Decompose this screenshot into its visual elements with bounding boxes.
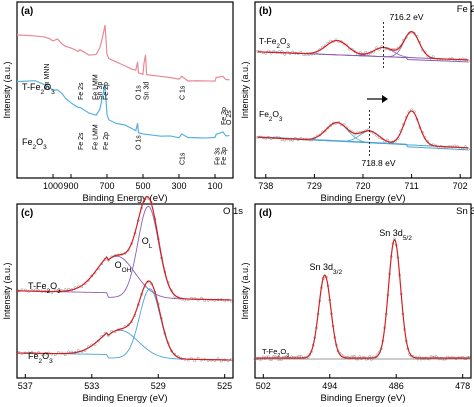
survey-annotation: Fe 3s bbox=[214, 147, 221, 165]
survey-annotation: Fe 2s bbox=[78, 132, 85, 150]
fe2p-fit bbox=[257, 110, 469, 149]
sn3d-data-point bbox=[368, 355, 371, 358]
panel-d-tick-label: 502 bbox=[256, 381, 271, 391]
survey-annotation: Fe 3p bbox=[221, 107, 228, 125]
panel-a-frame bbox=[16, 1, 234, 179]
survey-annotation: Sn 3p bbox=[97, 82, 104, 100]
fe2p-data-point bbox=[283, 138, 287, 142]
panel-d-tick-label: 494 bbox=[322, 381, 337, 391]
panel-c-panel-label: (c) bbox=[21, 208, 33, 219]
survey-annotation: Sn MNN bbox=[44, 64, 51, 90]
series-label-fe2o3: Fe2O3 bbox=[28, 351, 53, 365]
panel-c-tick-label: 537 bbox=[18, 381, 33, 391]
survey-annotation: Fe LMM bbox=[92, 124, 99, 150]
panel-b-panel-label: (b) bbox=[259, 6, 272, 17]
o1s-data-point bbox=[63, 288, 67, 291]
panel-b-corner-label: Fe 2p bbox=[457, 4, 474, 15]
survey-line-t-fe2o3 bbox=[16, 24, 230, 82]
panel-d-tick-label: 478 bbox=[455, 381, 470, 391]
o1s-peak-label-oh: OOH bbox=[115, 260, 132, 274]
sn3d-fit bbox=[255, 238, 471, 359]
panel-d-frame bbox=[254, 203, 472, 379]
sn3d-peak-label-3-2: Sn 3d3/2 bbox=[310, 262, 343, 276]
series-label-fe2o3: Fe2O3 bbox=[22, 137, 47, 151]
panel-a-tick-label: 300 bbox=[171, 181, 186, 191]
survey-line-fe2o3 bbox=[16, 80, 230, 139]
shift-arrow-head bbox=[382, 95, 388, 103]
fe2p-data-point bbox=[280, 138, 284, 142]
panel-c-xlabel: Binding Energy (eV) bbox=[82, 393, 167, 404]
survey-annotation: Fe 2p bbox=[103, 132, 110, 150]
fe2p-data-point bbox=[466, 59, 470, 63]
survey-annotation: Fe 2s bbox=[78, 82, 85, 100]
panel-a-tick-label: 900 bbox=[63, 181, 78, 191]
series-label-t-fe2o3: T-Fe2O3 bbox=[28, 281, 61, 295]
fe2p-peak-label: 718.8 eV bbox=[361, 158, 395, 168]
o1s-fit bbox=[16, 280, 232, 361]
o1s-data-point bbox=[50, 291, 54, 295]
survey-annotation: Fe LMM bbox=[92, 74, 99, 100]
panel-d-tick-label: 486 bbox=[389, 381, 404, 391]
survey-annotation: O 2s bbox=[226, 110, 233, 125]
sn3d-peak-label-5-2: Sn 3d5/2 bbox=[379, 228, 412, 242]
series-label-t-fe2o3: T-Fe2O3 bbox=[259, 36, 291, 50]
panel-b-tick-label: 738 bbox=[258, 181, 273, 191]
survey-annotation: Sn 3d bbox=[144, 82, 151, 100]
panel-a-tick-label: 700 bbox=[99, 181, 114, 191]
panel-c-tick-label: 529 bbox=[151, 381, 166, 391]
fe2p-peak-label: 716.2 eV bbox=[390, 12, 424, 22]
series-label-t-fe2o3: T-Fe2O3 bbox=[22, 82, 55, 96]
panel-b-tick-label: 702 bbox=[453, 181, 468, 191]
panel-b-tick-label: 720 bbox=[355, 181, 370, 191]
fe2p-component bbox=[257, 122, 469, 149]
panel-a-ylabel: Intensity (a.u.) bbox=[2, 61, 12, 118]
panel-d-corner-label: Sn 3d bbox=[456, 206, 474, 217]
panel-a-panel-label: (a) bbox=[21, 6, 33, 17]
fe2p-data-point bbox=[412, 32, 416, 35]
o1s-peak-label-lattice: OL bbox=[142, 236, 153, 250]
survey-annotation: C1s bbox=[180, 152, 187, 165]
panel-d-xlabel: Binding Energy (eV) bbox=[320, 393, 405, 404]
panel-c-tick-label: 525 bbox=[217, 381, 232, 391]
o1s-fit bbox=[16, 195, 232, 301]
panel-d-panel-label: (d) bbox=[259, 208, 272, 219]
survey-annotation: O 1s bbox=[136, 135, 143, 150]
survey-annotation: C 1s bbox=[180, 85, 187, 100]
panel-b-xlabel: Binding Energy (eV) bbox=[320, 193, 405, 204]
panel-d-ylabel: Intensity (a.u.) bbox=[240, 262, 250, 319]
survey-annotation: Fe 3p bbox=[221, 147, 228, 165]
panel-c-ylabel: Intensity (a.u.) bbox=[2, 262, 12, 319]
series-label-fe2o3: Fe2O3 bbox=[259, 109, 283, 123]
panel-b-tick-label: 729 bbox=[307, 181, 322, 191]
survey-annotation: Fe 2p bbox=[103, 82, 110, 100]
fe2p-data-point bbox=[466, 147, 470, 151]
fe2p-data-point bbox=[283, 52, 287, 56]
panel-c-tick-label: 533 bbox=[84, 381, 99, 391]
survey-annotation: O 1s bbox=[136, 85, 143, 100]
fe2p-data-point bbox=[326, 126, 330, 130]
series-label-t-fe2o3: T-Fe2O3 bbox=[262, 347, 289, 359]
panel-b-ylabel: Intensity (a.u.) bbox=[240, 61, 250, 118]
panel-a-xlabel: Binding Energy (eV) bbox=[82, 193, 167, 204]
o1s-data-point bbox=[67, 350, 70, 354]
panel-a-tick-label: 500 bbox=[135, 181, 150, 191]
fe2p-component bbox=[257, 110, 469, 149]
panel-c-corner-label: O 1s bbox=[223, 206, 243, 217]
panel-a-tick-label: 1000 bbox=[43, 181, 63, 191]
panel-b-frame bbox=[254, 1, 472, 179]
panel-a-tick-label: 100 bbox=[207, 181, 222, 191]
fe2p-fit bbox=[257, 30, 469, 61]
panel-b-tick-label: 711 bbox=[404, 181, 418, 191]
